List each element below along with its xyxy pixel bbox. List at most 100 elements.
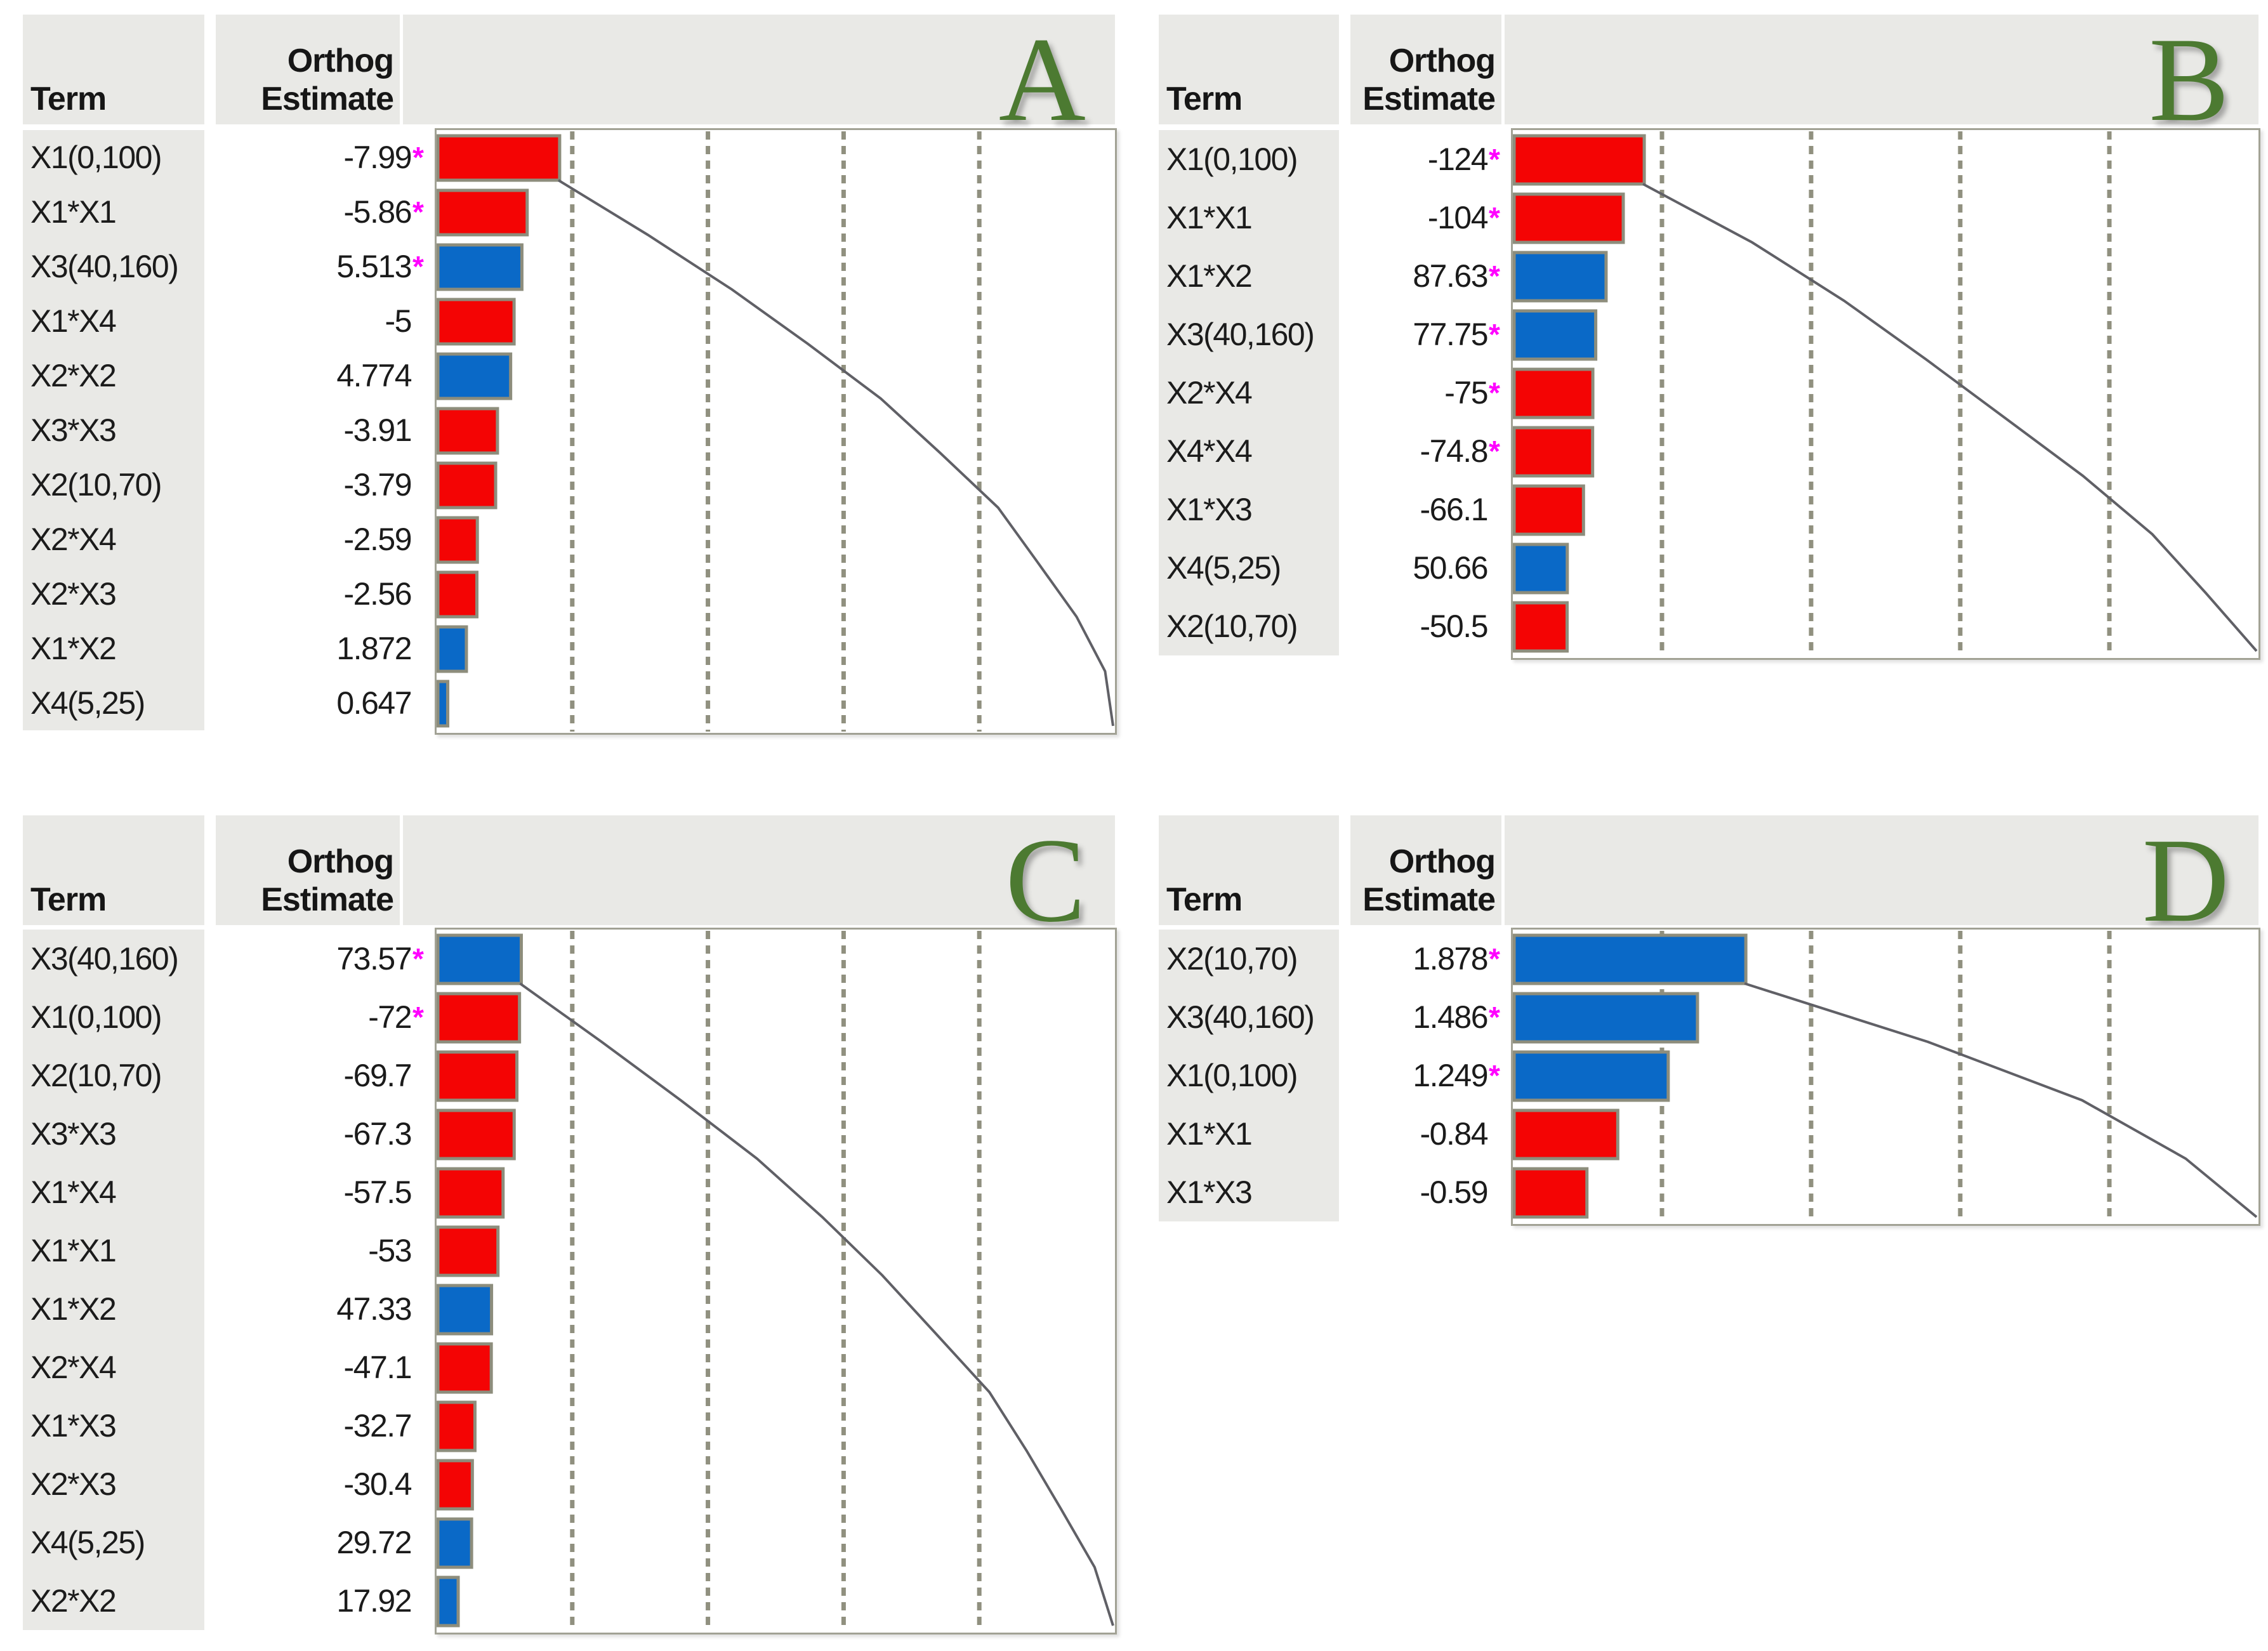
- estimate-bar-negative: [437, 407, 499, 455]
- term-cell: X2*X4: [30, 522, 117, 557]
- chart-header-cell: [1505, 815, 2258, 925]
- estimate-bar-negative: [437, 188, 529, 237]
- estimate-header-label-line1: Orthog: [287, 43, 394, 79]
- estimate-bar-positive: [437, 680, 450, 728]
- term-cell: X2(10,70): [1166, 941, 1298, 977]
- estimate-cell: 50.66: [1413, 550, 1488, 586]
- estimate-bar-positive: [1513, 1050, 1670, 1102]
- term-cell: X1*X2: [30, 1291, 117, 1327]
- panel-letter: A: [998, 13, 1086, 147]
- estimate-cell: -104: [1427, 200, 1489, 235]
- estimate-bar-negative: [437, 1050, 519, 1102]
- term-cell: X1(0,100): [30, 140, 162, 175]
- cumulative-curve: [557, 179, 1114, 727]
- estimate-cell: -124: [1427, 141, 1489, 177]
- significance-star: *: [1489, 143, 1500, 176]
- term-cell: X2*X3: [30, 1466, 117, 1502]
- significance-star: *: [412, 195, 424, 228]
- panel-letter: B: [2149, 13, 2229, 147]
- panel-letter: D: [2142, 814, 2229, 947]
- term-cell: X1*X3: [30, 1408, 117, 1444]
- term-column-background: [1159, 130, 1339, 655]
- estimate-cell: -75: [1444, 375, 1488, 411]
- estimate-cell: -3.79: [343, 467, 412, 503]
- term-cell: X2(10,70): [30, 1058, 162, 1093]
- term-header-label: Term: [30, 81, 107, 117]
- estimate-cell: -72: [368, 999, 412, 1035]
- chart-header-cell: [403, 815, 1115, 925]
- estimate-bar-negative: [437, 1342, 493, 1394]
- significance-star: *: [1489, 201, 1500, 234]
- estimate-bar-negative: [437, 570, 478, 619]
- estimate-header-label-line1: Orthog: [287, 843, 394, 880]
- estimate-cell: 73.57: [336, 941, 412, 977]
- term-cell: X4*X4: [1166, 433, 1253, 469]
- term-cell: X1*X1: [1166, 200, 1253, 235]
- estimate-bar-positive: [437, 352, 513, 400]
- pareto-chart: [1511, 128, 2260, 660]
- estimate-bar-negative: [1513, 192, 1625, 244]
- estimate-header-cell: [216, 815, 400, 925]
- estimate-bar-positive: [437, 1284, 494, 1336]
- significance-star: *: [1489, 260, 1500, 293]
- pareto-chart: [1511, 928, 2260, 1226]
- term-header-cell: [23, 15, 204, 124]
- estimate-cell: -69.7: [343, 1058, 412, 1093]
- estimate-bar-positive: [437, 1575, 460, 1628]
- estimate-cell: -53: [368, 1233, 412, 1268]
- cumulative-curve: [1642, 183, 2258, 652]
- estimate-bar-negative: [1513, 484, 1585, 536]
- estimate-header-label-line2: Estimate: [1362, 881, 1496, 918]
- chart-header-cell: [403, 15, 1115, 124]
- panel-letter: C: [1005, 814, 1086, 947]
- estimate-cell: -5: [385, 303, 412, 339]
- estimate-bar-negative: [437, 1108, 516, 1161]
- term-column-background: [23, 930, 204, 1630]
- term-column-background: [23, 130, 204, 730]
- estimate-bar-positive: [1513, 309, 1598, 361]
- estimate-header-label-line2: Estimate: [261, 81, 394, 117]
- estimate-cell: 1.486: [1413, 999, 1488, 1035]
- estimate-cell: -0.84: [1420, 1116, 1489, 1152]
- estimate-bar-positive: [437, 1517, 473, 1569]
- estimate-bar-positive: [437, 243, 524, 291]
- estimate-cell: 5.513: [336, 249, 412, 284]
- estimate-cell: 17.92: [336, 1583, 412, 1619]
- estimate-bar-negative: [437, 134, 562, 182]
- estimate-header-cell: [216, 15, 400, 124]
- term-cell: X3(40,160): [1166, 317, 1315, 352]
- estimate-cell: -0.59: [1420, 1174, 1489, 1210]
- term-cell: X2*X3: [30, 576, 117, 612]
- term-cell: X3(40,160): [1166, 999, 1315, 1035]
- estimate-bar-negative: [437, 1400, 477, 1452]
- estimate-bar-positive: [437, 933, 523, 985]
- estimate-cell: -57.5: [343, 1174, 412, 1210]
- estimate-cell: -5.86: [343, 194, 412, 230]
- term-header-label: Term: [30, 881, 107, 918]
- term-cell: X2(10,70): [1166, 608, 1298, 644]
- term-cell: X3*X3: [30, 1116, 117, 1152]
- term-header-label: Term: [1166, 81, 1243, 117]
- estimate-bar-negative: [437, 1167, 505, 1219]
- estimate-cell: 77.75: [1413, 317, 1488, 352]
- significance-star: *: [1489, 942, 1500, 975]
- estimate-header-label-line2: Estimate: [1362, 81, 1496, 117]
- estimate-cell: -2.59: [343, 522, 412, 557]
- estimate-bar-negative: [437, 516, 479, 564]
- cumulative-curve: [1744, 982, 2258, 1218]
- pareto-chart-canvas: [437, 131, 1114, 732]
- term-cell: X1*X2: [30, 631, 117, 666]
- term-cell: X1*X3: [1166, 492, 1253, 527]
- significance-star: *: [1489, 318, 1500, 351]
- term-cell: X1*X1: [1166, 1116, 1253, 1152]
- estimate-bar-negative: [437, 1459, 474, 1511]
- term-header-label: Term: [1166, 881, 1243, 918]
- term-cell: X1*X4: [30, 303, 117, 339]
- estimate-header-cell: [1350, 815, 1501, 925]
- estimate-header-cell: [1350, 15, 1501, 124]
- estimate-bar-negative: [1513, 1167, 1589, 1219]
- estimate-bar-positive: [1513, 251, 1608, 303]
- term-cell: X1*X1: [30, 194, 117, 230]
- estimate-cell: -7.99: [343, 140, 412, 175]
- estimate-bar-negative: [1513, 367, 1595, 419]
